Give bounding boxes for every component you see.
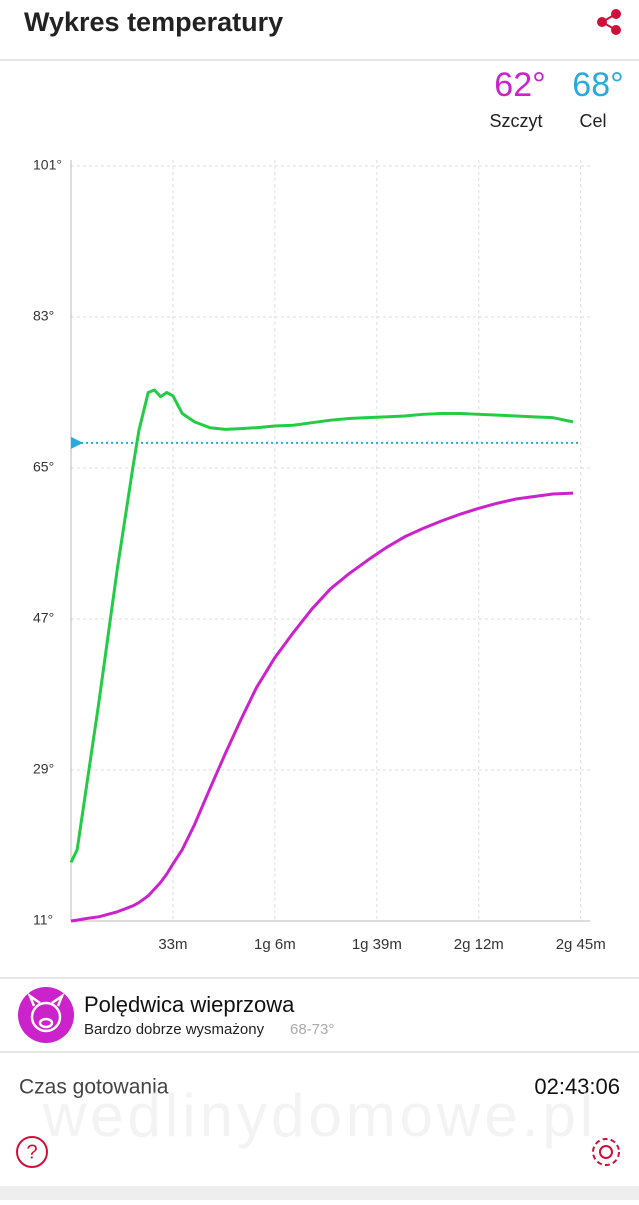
x-tick-label: 2g 12m [454, 936, 504, 953]
help-button[interactable]: ? [16, 1136, 48, 1168]
y-tick-label: 47° [33, 610, 54, 626]
y-tick-label: 65° [33, 459, 54, 475]
product-name: Polędwica wieprzowa [84, 992, 295, 1017]
pig-icon-drawing [27, 992, 65, 1033]
y-tick-label: 11° [33, 912, 53, 928]
x-tick-label: 1g 6m [254, 936, 296, 953]
product-doneness: Bardzo dobrze wysmażony [84, 1021, 265, 1038]
watermark: wedlinydomowe.pl [42, 1082, 597, 1149]
page-title: Wykres temperatury [24, 7, 283, 37]
target-value: 68° [572, 66, 623, 104]
x-tick-label: 2g 45m [556, 936, 606, 953]
series-line [70, 491, 574, 923]
target-label: Cel [579, 111, 606, 131]
share-button[interactable] [597, 9, 621, 35]
peak-label: Szczyt [489, 111, 542, 131]
y-tick-label: 29° [33, 761, 54, 777]
chart: 11° 29° 47° 65° 83° 101° 33m 1g 6m 1g 39m 2g 12m 2… [33, 157, 606, 953]
peak-value: 62° [494, 66, 545, 104]
y-tick-label: 101° [33, 157, 62, 173]
settings-button[interactable] [592, 1138, 620, 1166]
product-range: 68-73° [290, 1021, 334, 1038]
svg-text:?: ? [26, 1141, 37, 1163]
x-tick-label: 1g 39m [352, 936, 402, 953]
x-tick-label: 33m [158, 936, 187, 953]
nav-bar [0, 1186, 639, 1200]
y-tick-label: 83° [33, 308, 54, 324]
pig-icon [18, 987, 74, 1043]
cooking-label: Czas gotowania [19, 1076, 169, 1099]
cooking-time: 02:43:06 [534, 1074, 620, 1099]
series-line [69, 388, 574, 863]
target-marker [71, 436, 83, 449]
